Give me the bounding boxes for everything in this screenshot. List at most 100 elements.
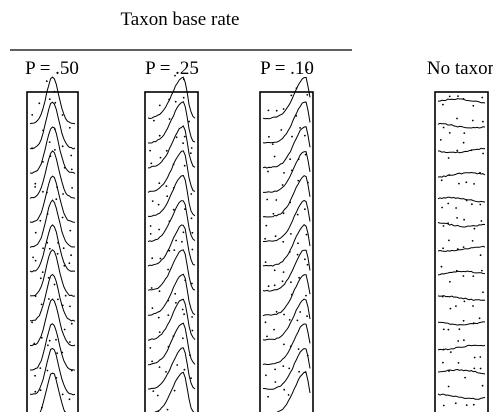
- panel-curve: [30, 102, 75, 149]
- panel-point: [459, 328, 461, 330]
- panel-point: [191, 147, 193, 149]
- panel-point: [268, 285, 270, 287]
- panel-point: [35, 232, 37, 234]
- panel-point: [190, 377, 192, 379]
- panel-point: [47, 370, 49, 372]
- panel-point: [47, 213, 49, 215]
- panel-point: [153, 120, 155, 122]
- panel-point: [151, 361, 153, 363]
- panel-point: [184, 369, 186, 371]
- panel-point: [471, 149, 473, 151]
- panel-point: [443, 225, 445, 227]
- panel-point: [457, 248, 459, 250]
- panel-point: [57, 299, 59, 301]
- panel-point: [291, 136, 293, 138]
- panel-curve: [148, 77, 195, 118]
- panel-curve: [30, 77, 75, 124]
- panel-point: [465, 181, 467, 183]
- panel-point: [297, 214, 299, 216]
- panel-point: [266, 199, 268, 201]
- panel-point: [305, 371, 307, 373]
- panel-point: [288, 368, 290, 370]
- panel-point: [54, 149, 56, 151]
- panel-point: [443, 349, 445, 351]
- panel-point: [56, 186, 58, 188]
- panel-point: [62, 193, 64, 195]
- panel-point: [151, 257, 153, 259]
- panel-point: [173, 164, 175, 166]
- panel-point: [166, 195, 168, 197]
- panel-point: [307, 69, 309, 71]
- group-label: Taxon base rate: [121, 9, 240, 30]
- panel-point: [291, 294, 293, 296]
- panel-point: [152, 200, 154, 202]
- panel-point: [191, 217, 193, 219]
- panel-point: [70, 254, 72, 256]
- panel-point: [481, 97, 483, 99]
- panel-point: [290, 233, 292, 235]
- panel-curve: [438, 394, 485, 399]
- panel-point: [304, 135, 306, 137]
- panel-point: [298, 348, 300, 350]
- panel-point: [472, 305, 474, 307]
- panel-point: [283, 212, 285, 214]
- panel-point: [441, 266, 443, 268]
- panel-curve: [438, 322, 485, 325]
- panel-point: [442, 296, 444, 298]
- panel-point: [54, 284, 56, 286]
- panel-point: [455, 402, 457, 404]
- panel-point: [159, 290, 161, 292]
- panel-point: [167, 314, 169, 316]
- panel-point: [31, 114, 33, 116]
- panel-curve: [148, 299, 195, 340]
- panel-point: [482, 385, 484, 387]
- panel-point: [157, 395, 159, 397]
- panel-point: [466, 404, 468, 406]
- panel-point: [158, 182, 160, 184]
- panel-point: [182, 337, 184, 339]
- panel-curve: [148, 102, 195, 143]
- panel-curve: [438, 123, 485, 128]
- panel-point: [298, 158, 300, 160]
- panel-point: [280, 129, 282, 131]
- panel-point: [167, 269, 169, 271]
- panel-point: [182, 142, 184, 144]
- panel-point: [166, 185, 168, 187]
- panel-frame: [435, 92, 488, 412]
- panel-point: [159, 105, 161, 107]
- panel-point: [41, 337, 43, 339]
- panel-point: [481, 220, 483, 222]
- panel-point: [174, 390, 176, 392]
- panel-point: [266, 336, 268, 338]
- panel-2: [260, 69, 313, 412]
- panel-point: [62, 145, 64, 147]
- panel-point: [290, 95, 292, 97]
- panel-point: [441, 179, 443, 181]
- panel-point: [273, 329, 275, 331]
- panel-point: [296, 87, 298, 89]
- panel-point: [288, 394, 290, 396]
- panel-point: [71, 370, 73, 372]
- panel-point: [182, 309, 184, 311]
- panel-curve: [148, 176, 195, 217]
- panel-label-p50: P = .50: [25, 58, 79, 79]
- panel-point: [305, 154, 307, 156]
- panel-point: [463, 142, 465, 144]
- panel-point: [306, 234, 308, 236]
- panel-point: [463, 320, 465, 322]
- panel-point: [169, 220, 171, 222]
- panel-point: [297, 180, 299, 182]
- panel-frame: [27, 92, 78, 412]
- panel-point: [176, 364, 178, 366]
- panel-point: [192, 249, 194, 251]
- panel-label-no-taxon: No taxon: [427, 58, 493, 79]
- panel-point: [283, 314, 285, 316]
- panel-point: [442, 247, 444, 249]
- panel-point: [62, 394, 64, 396]
- panel-point: [307, 355, 309, 357]
- panel-point: [265, 225, 267, 227]
- panel-point: [175, 240, 177, 242]
- panel-point: [46, 80, 48, 82]
- panel-point: [40, 277, 42, 279]
- panel-point: [62, 217, 64, 219]
